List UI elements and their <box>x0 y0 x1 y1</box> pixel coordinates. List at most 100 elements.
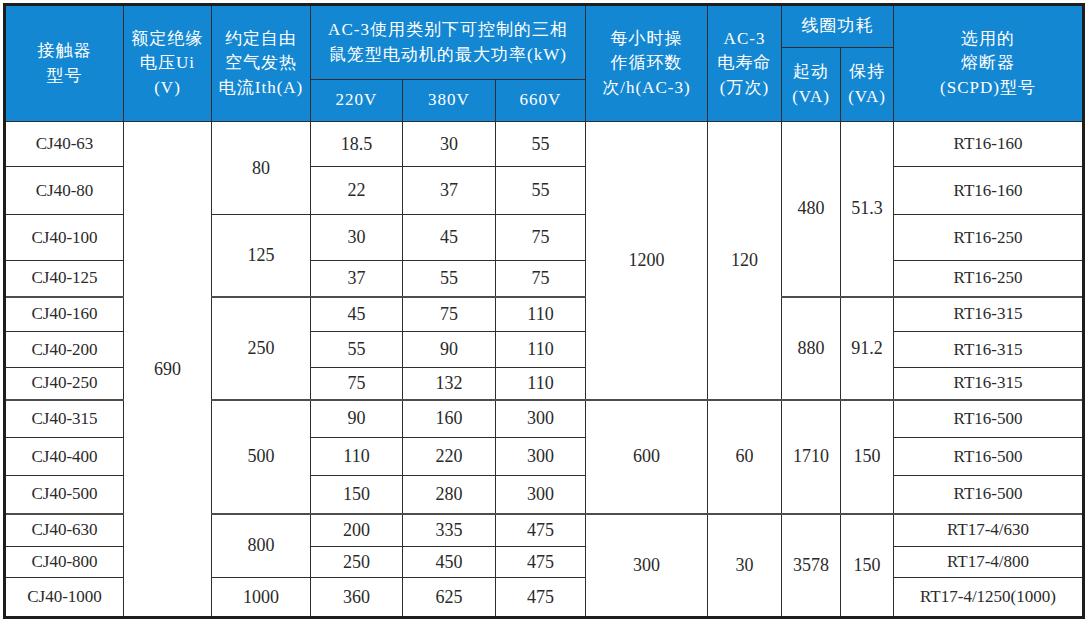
header-rated-insulation-voltage: 额定绝缘 电压Ui (V) <box>124 5 212 122</box>
cell-model: CJ40-100 <box>5 215 124 261</box>
cell-p660: 110 <box>496 368 586 400</box>
cell-hold-va: 150 <box>841 400 894 514</box>
header-380v: 380V <box>403 80 496 122</box>
header-hold-va: 保持 (VA) <box>841 48 894 122</box>
header-fuse-model: 选用的 熔断器 (SCPD)型号 <box>894 5 1084 122</box>
cell-p380: 450 <box>403 547 496 578</box>
cell-ui-voltage: 690 <box>124 122 212 618</box>
header-220v: 220V <box>311 80 403 122</box>
cell-model: CJ40-400 <box>5 438 124 476</box>
cell-model: CJ40-630 <box>5 514 124 547</box>
cell-ith: 500 <box>212 400 311 514</box>
header-660v: 660V <box>496 80 586 122</box>
cell-p380: 220 <box>403 438 496 476</box>
cell-fuse: RT17-4/800 <box>894 547 1084 578</box>
cell-p380: 280 <box>403 476 496 514</box>
cell-model: CJ40-315 <box>5 400 124 438</box>
cell-p220: 30 <box>311 215 403 261</box>
cell-p220: 150 <box>311 476 403 514</box>
header-max-power: AC-3使用类别下可控制的三相 鼠笼型电动机的最大功率(kW) <box>311 5 586 80</box>
cell-p220: 55 <box>311 332 403 368</box>
cell-model: CJ40-800 <box>5 547 124 578</box>
cell-p660: 55 <box>496 122 586 167</box>
cell-p220: 90 <box>311 400 403 438</box>
cell-hold-va: 51.3 <box>841 122 894 297</box>
cell-p380: 37 <box>403 167 496 215</box>
cell-p660: 75 <box>496 261 586 297</box>
cell-p380: 160 <box>403 400 496 438</box>
cell-ops-per-hour: 300 <box>586 514 708 618</box>
cell-model: CJ40-250 <box>5 368 124 400</box>
header-ops-per-hour: 每小时操 作循环数 次/h(AC-3) <box>586 5 708 122</box>
cell-p660: 300 <box>496 400 586 438</box>
header-contactor-model: 接触器 型号 <box>5 5 124 122</box>
cell-model: CJ40-1000 <box>5 578 124 618</box>
contactor-spec-table: 接触器 型号 额定绝缘 电压Ui (V) 约定自由 空气发热 电流Ith(A) … <box>3 3 1085 619</box>
cell-p380: 45 <box>403 215 496 261</box>
cell-p220: 37 <box>311 261 403 297</box>
cell-fuse: RT16-160 <box>894 167 1084 215</box>
cell-model: CJ40-500 <box>5 476 124 514</box>
cell-hold-va: 150 <box>841 514 894 618</box>
header-thermal-current: 约定自由 空气发热 电流Ith(A) <box>212 5 311 122</box>
cell-p660: 55 <box>496 167 586 215</box>
cell-start-va: 880 <box>782 297 841 400</box>
header-coil-power: 线圈功耗 <box>782 5 894 48</box>
cell-start-va: 480 <box>782 122 841 297</box>
cell-p220: 45 <box>311 297 403 332</box>
cell-model: CJ40-125 <box>5 261 124 297</box>
cell-model: CJ40-200 <box>5 332 124 368</box>
header-start-va: 起动 (VA) <box>782 48 841 122</box>
cell-p380: 30 <box>403 122 496 167</box>
cell-ops-per-hour: 1200 <box>586 122 708 400</box>
table-row: CJ40-63 690 80 18.5 30 55 1200 120 480 5… <box>5 122 1084 167</box>
cell-p220: 75 <box>311 368 403 400</box>
cell-p380: 90 <box>403 332 496 368</box>
cell-p380: 132 <box>403 368 496 400</box>
header-electrical-life: AC-3 电寿命 (万次) <box>708 5 782 122</box>
cell-p660: 300 <box>496 476 586 514</box>
cell-p660: 475 <box>496 578 586 618</box>
cell-fuse: RT17-4/1250(1000) <box>894 578 1084 618</box>
cell-ith: 250 <box>212 297 311 400</box>
cell-fuse: RT16-500 <box>894 400 1084 438</box>
cell-fuse: RT16-160 <box>894 122 1084 167</box>
cell-start-va: 3578 <box>782 514 841 618</box>
cell-fuse: RT16-500 <box>894 476 1084 514</box>
cell-p380: 55 <box>403 261 496 297</box>
cell-p220: 18.5 <box>311 122 403 167</box>
cell-ops-per-hour: 600 <box>586 400 708 514</box>
cell-fuse: RT17-4/630 <box>894 514 1084 547</box>
cell-ith: 1000 <box>212 578 311 618</box>
cell-p220: 22 <box>311 167 403 215</box>
cell-p220: 360 <box>311 578 403 618</box>
cell-p660: 110 <box>496 297 586 332</box>
cell-ith: 80 <box>212 122 311 215</box>
cell-p660: 110 <box>496 332 586 368</box>
cell-fuse: RT16-315 <box>894 297 1084 332</box>
cell-p220: 200 <box>311 514 403 547</box>
cell-fuse: RT16-315 <box>894 332 1084 368</box>
cell-ith: 125 <box>212 215 311 297</box>
cell-p380: 75 <box>403 297 496 332</box>
cell-p660: 300 <box>496 438 586 476</box>
cell-fuse: RT16-315 <box>894 368 1084 400</box>
cell-electrical-life: 60 <box>708 400 782 514</box>
cell-electrical-life: 120 <box>708 122 782 400</box>
cell-p220: 250 <box>311 547 403 578</box>
cell-fuse: RT16-500 <box>894 438 1084 476</box>
cell-p660: 475 <box>496 547 586 578</box>
cell-ith: 800 <box>212 514 311 578</box>
cell-fuse: RT16-250 <box>894 215 1084 261</box>
cell-p660: 75 <box>496 215 586 261</box>
cell-p660: 475 <box>496 514 586 547</box>
cell-hold-va: 91.2 <box>841 297 894 400</box>
cell-p380: 625 <box>403 578 496 618</box>
cell-model: CJ40-160 <box>5 297 124 332</box>
cell-model: CJ40-63 <box>5 122 124 167</box>
cell-model: CJ40-80 <box>5 167 124 215</box>
cell-p380: 335 <box>403 514 496 547</box>
cell-p220: 110 <box>311 438 403 476</box>
cell-fuse: RT16-250 <box>894 261 1084 297</box>
cell-electrical-life: 30 <box>708 514 782 618</box>
